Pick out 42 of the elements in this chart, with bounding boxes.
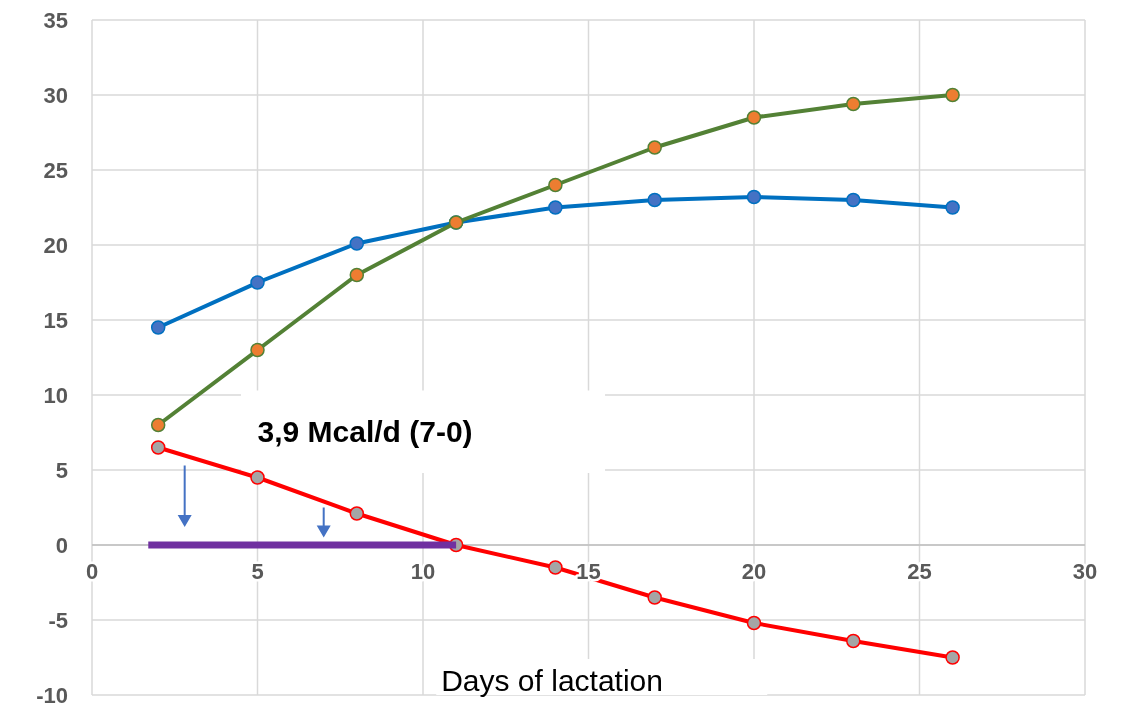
point <box>647 140 662 155</box>
y-tick-label: 15 <box>43 307 68 333</box>
annotation: 3,9 Mcal/d (7-0) <box>257 414 473 448</box>
y-tick-label: 25 <box>43 157 68 183</box>
y-tick-label: 20 <box>43 232 68 258</box>
y-tick-label: -5 <box>48 607 68 633</box>
point <box>250 342 265 358</box>
x-tick-label: 5 <box>251 559 264 584</box>
point <box>150 417 166 433</box>
point <box>945 650 960 665</box>
point <box>846 96 861 112</box>
point <box>548 560 563 575</box>
point <box>349 506 365 521</box>
point <box>150 320 166 335</box>
point <box>647 590 662 605</box>
point <box>746 110 762 125</box>
point <box>250 470 265 485</box>
point <box>150 440 166 455</box>
point <box>846 633 861 649</box>
point <box>945 87 960 103</box>
y-tick-label: -10 <box>36 682 68 708</box>
point <box>746 189 762 205</box>
point <box>349 267 365 283</box>
point <box>548 200 563 215</box>
x-axis-title: Days of lactation <box>441 663 663 697</box>
x-tick-label: 25 <box>907 559 932 584</box>
point <box>548 177 563 193</box>
y-tick-label: 0 <box>55 532 68 558</box>
y-tick-label: 35 <box>43 7 68 33</box>
x-tick-label: 0 <box>85 559 99 584</box>
point <box>647 192 662 208</box>
point <box>945 200 960 215</box>
y-tick-label: 10 <box>43 382 68 408</box>
point <box>746 615 762 631</box>
x-tick-label: 10 <box>410 559 436 584</box>
point <box>349 236 365 251</box>
x-tick-label: 20 <box>741 559 767 584</box>
point <box>846 192 861 208</box>
point <box>250 275 265 290</box>
y-tick-label: 30 <box>43 82 68 108</box>
y-tick-label: 5 <box>55 457 68 483</box>
x-tick-label: 30 <box>1072 559 1098 584</box>
